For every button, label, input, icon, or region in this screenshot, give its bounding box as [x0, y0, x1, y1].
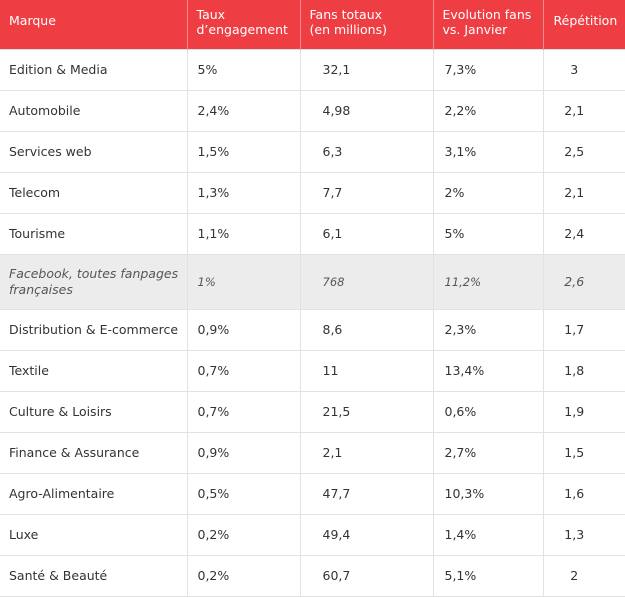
cell-taux-engagement: 0,9%: [186, 308, 300, 350]
cell-taux-engagement: 0,2%: [186, 513, 300, 555]
cell-fans-totaux: 32,1: [299, 48, 433, 90]
header-marque-label: Marque: [9, 13, 56, 28]
cell-evolution-fans: 2,7%: [432, 431, 543, 473]
cell-marque: Edition & Media: [0, 48, 187, 90]
cell-repetition: 2,1: [542, 171, 625, 213]
header-fans-line-2: (en millions): [309, 22, 388, 37]
cell-taux-engagement: 0,7%: [186, 390, 300, 432]
cell-marque: Santé & Beauté: [0, 554, 187, 597]
cell-fans-totaux: 49,4: [299, 513, 433, 555]
table-row: Services web 1,5% 6,3 3,1% 2,5: [0, 130, 625, 172]
table-row: Finance & Assurance 0,9% 2,1 2,7% 1,5: [0, 431, 625, 473]
header-fans-totaux: Fans totaux (en millions): [299, 0, 433, 49]
header-taux-line-2: d’engagement: [196, 22, 288, 37]
header-marque: Marque: [0, 0, 187, 49]
cell-taux-engagement: 2,4%: [186, 89, 300, 131]
cell-fans-totaux: 2,1: [299, 431, 433, 473]
cell-evolution-fans: 3,1%: [432, 130, 543, 172]
cell-evolution-fans: 5,1%: [432, 554, 543, 597]
cell-marque: Finance & Assurance: [0, 431, 187, 473]
cell-taux-engagement: 0,9%: [186, 431, 300, 473]
cell-repetition: 1,9: [542, 390, 625, 432]
cell-taux-engagement: 1,5%: [186, 130, 300, 172]
cell-marque: Distribution & E-commerce: [0, 308, 187, 350]
cell-fans-totaux: 47,7: [299, 472, 433, 514]
cell-repetition: 1,8: [542, 349, 625, 391]
header-taux-engagement: Taux d’engagement: [186, 0, 300, 49]
header-evolution-fans: Evolution fans vs. Janvier: [432, 0, 543, 49]
cell-repetition: 1,6: [542, 472, 625, 514]
table-row: Tourisme 1,1% 6,1 5% 2,4: [0, 212, 625, 254]
cell-fans-totaux: 21,5: [299, 390, 433, 432]
cell-fans-totaux: 11: [299, 349, 433, 391]
cell-repetition: 1,5: [542, 431, 625, 473]
header-repetition: Répétition: [542, 0, 625, 49]
table-row: Telecom 1,3% 7,7 2% 2,1: [0, 171, 625, 213]
cell-taux-engagement: 0,5%: [186, 472, 300, 514]
table-row: Luxe 0,2% 49,4 1,4% 1,3: [0, 513, 625, 555]
header-repetition-label: Répétition: [553, 13, 618, 28]
cell-fans-totaux: 8,6: [299, 308, 433, 350]
cell-taux-engagement: 0,7%: [186, 349, 300, 391]
header-row: Marque Taux d’engagement Fans totaux (en…: [0, 0, 625, 49]
cell-marque: Textile: [0, 349, 187, 391]
cell-fans-totaux: 768: [299, 253, 433, 309]
cell-evolution-fans: 11,2%: [432, 253, 543, 309]
cell-marque: Culture & Loisirs: [0, 390, 187, 432]
table-body: Edition & Media 5% 32,1 7,3% 3 Automobile 2,4%…: [0, 48, 625, 597]
cell-marque: Automobile: [0, 89, 187, 131]
cell-marque: Tourisme: [0, 212, 187, 254]
cell-repetition: 2,1: [542, 89, 625, 131]
cell-evolution-fans: 13,4%: [432, 349, 543, 391]
cell-repetition: 2,6: [542, 253, 625, 309]
cell-repetition: 1,7: [542, 308, 625, 350]
cell-taux-engagement: 1,3%: [186, 171, 300, 213]
header-fans-line-1: Fans totaux: [309, 7, 383, 22]
cell-marque: Services web: [0, 130, 187, 172]
table-row: Textile 0,7% 11 13,4% 1,8: [0, 349, 625, 391]
cell-evolution-fans: 1,4%: [432, 513, 543, 555]
cell-fans-totaux: 4,98: [299, 89, 433, 131]
cell-marque: Agro-Alimentaire: [0, 472, 187, 514]
cell-taux-engagement: 0,2%: [186, 554, 300, 597]
cell-fans-totaux: 6,3: [299, 130, 433, 172]
table-header: Marque Taux d’engagement Fans totaux (en…: [0, 0, 625, 49]
table-row-highlight: Facebook, toutes fanpages françaises 1% 76…: [0, 253, 625, 309]
table-row: Distribution & E-commerce 0,9% 8,6 2,3% 1,7: [0, 308, 625, 350]
cell-repetition: 3: [542, 48, 625, 90]
cell-repetition: 1,3: [542, 513, 625, 555]
cell-marque: Facebook, toutes fanpages françaises: [0, 253, 187, 309]
cell-fans-totaux: 7,7: [299, 171, 433, 213]
cell-taux-engagement: 1,1%: [186, 212, 300, 254]
table-row: Culture & Loisirs 0,7% 21,5 0,6% 1,9: [0, 390, 625, 432]
cell-taux-engagement: 5%: [186, 48, 300, 90]
table-row: Edition & Media 5% 32,1 7,3% 3: [0, 48, 625, 90]
cell-fans-totaux: 60,7: [299, 554, 433, 597]
table-row: Santé & Beauté 0,2% 60,7 5,1% 2: [0, 554, 625, 597]
header-taux-line-1: Taux: [196, 7, 226, 22]
cell-evolution-fans: 2,2%: [432, 89, 543, 131]
cell-marque: Telecom: [0, 171, 187, 213]
cell-repetition: 2: [542, 554, 625, 597]
cell-marque: Luxe: [0, 513, 187, 555]
cell-evolution-fans: 7,3%: [432, 48, 543, 90]
cell-evolution-fans: 10,3%: [432, 472, 543, 514]
cell-fans-totaux: 6,1: [299, 212, 433, 254]
header-evolution-line-1: Evolution fans: [442, 7, 532, 22]
cell-repetition: 2,5: [542, 130, 625, 172]
cell-evolution-fans: 2,3%: [432, 308, 543, 350]
cell-taux-engagement: 1%: [186, 253, 300, 309]
table-row: Automobile 2,4% 4,98 2,2% 2,1: [0, 89, 625, 131]
cell-evolution-fans: 2%: [432, 171, 543, 213]
header-evolution-line-2: vs. Janvier: [442, 22, 508, 37]
cell-repetition: 2,4: [542, 212, 625, 254]
table-row: Agro-Alimentaire 0,5% 47,7 10,3% 1,6: [0, 472, 625, 514]
cell-evolution-fans: 5%: [432, 212, 543, 254]
cell-evolution-fans: 0,6%: [432, 390, 543, 432]
